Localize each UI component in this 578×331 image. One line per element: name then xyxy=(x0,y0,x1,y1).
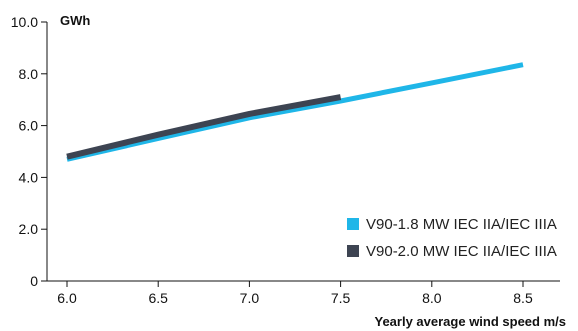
y-tick-label: 4.0 xyxy=(19,169,39,185)
legend: V90-1.8 MW IEC IIA/IEC IIIA V90-2.0 MW IE… xyxy=(347,216,557,260)
x-tick-label: 6.5 xyxy=(148,290,168,306)
legend-swatch xyxy=(347,218,359,230)
y-tick-label: 6.0 xyxy=(19,118,39,134)
x-tick-label: 7.5 xyxy=(331,290,351,306)
y-tick-label: 2.0 xyxy=(19,221,39,237)
legend-label: V90-1.8 MW IEC IIA/IEC IIIA xyxy=(366,216,557,233)
series-layer xyxy=(66,62,524,162)
series-line-1 xyxy=(66,62,524,162)
y-tick-label: 10.0 xyxy=(11,14,38,30)
series-line-2 xyxy=(66,94,342,160)
legend-label: V90-2.0 MW IEC IIA/IEC IIIA xyxy=(366,243,557,260)
y-tick-label: 0 xyxy=(30,273,38,289)
x-tick-label: 7.0 xyxy=(240,290,260,306)
legend-swatch xyxy=(347,245,359,257)
x-tick-label: 8.5 xyxy=(513,290,533,306)
x-tick-label: 6.0 xyxy=(57,290,77,306)
x-axis: 6.0 6.5 7.0 7.5 8.0 8.5 xyxy=(47,280,560,306)
y-axis-unit-label: GWh xyxy=(60,13,90,28)
x-axis-title: Yearly average wind speed m/s xyxy=(375,314,567,329)
y-axis: 0 2.0 4.0 6.0 8.0 10.0 xyxy=(11,14,48,289)
y-tick-label: 8.0 xyxy=(19,66,39,82)
x-tick-label: 8.0 xyxy=(422,290,442,306)
